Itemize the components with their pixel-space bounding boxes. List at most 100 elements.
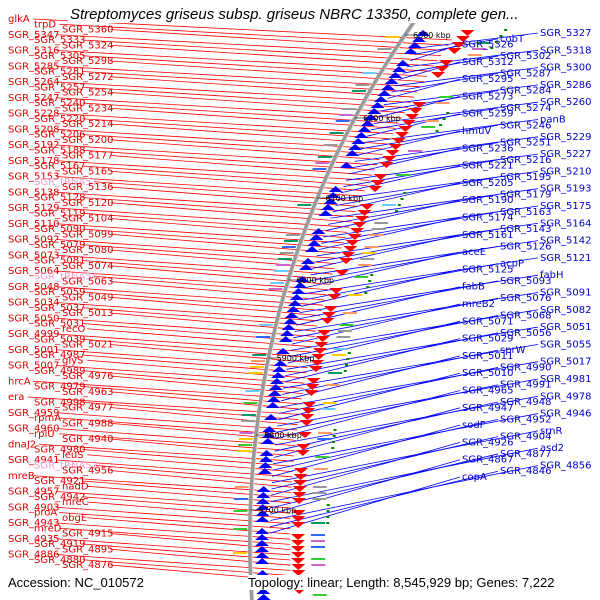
gene-label: SGR_5110 bbox=[8, 219, 60, 230]
reverse-gene-mark bbox=[388, 72, 403, 78]
leader-line bbox=[82, 323, 314, 342]
cds-band-mark bbox=[335, 120, 350, 122]
forward-gene-mark bbox=[291, 558, 306, 564]
leader-line bbox=[273, 413, 539, 465]
gene-label: SGR_5138 bbox=[8, 187, 60, 198]
forward-gene-mark bbox=[447, 48, 462, 54]
leader-line bbox=[82, 118, 391, 140]
leader-line bbox=[82, 165, 368, 186]
cds-band-mark bbox=[476, 42, 491, 44]
leader-line bbox=[87, 454, 293, 472]
leader-line bbox=[310, 240, 539, 276]
cds-band-mark bbox=[395, 174, 410, 176]
leader-line bbox=[82, 86, 408, 108]
gene-label: SGR_5056 bbox=[500, 328, 552, 339]
feature-tracks bbox=[233, 30, 491, 600]
leader-line bbox=[56, 286, 324, 306]
gene-label: SGR_5200 bbox=[62, 135, 114, 146]
cds-band-mark bbox=[312, 486, 327, 488]
cds-band-mark bbox=[268, 288, 283, 290]
forward-gene-mark bbox=[312, 348, 327, 354]
gene-label: SGR_5092 bbox=[8, 235, 60, 246]
gene-label: SGR_4915 bbox=[62, 529, 114, 540]
tick-dot bbox=[326, 516, 330, 518]
gene-label: SGR_5128 bbox=[34, 193, 86, 204]
gene-label: rpmA bbox=[34, 413, 61, 424]
cds-band-mark bbox=[249, 366, 264, 368]
gene-label: SGR_tRNA52 bbox=[34, 460, 98, 471]
tick-dot bbox=[490, 47, 494, 49]
leader-line bbox=[271, 430, 539, 484]
forward-gene-mark bbox=[382, 156, 397, 162]
scale-ticks: 6300 kbp 6200 kbp 6100 kbp 6000 kbp 5900 kbp… bbox=[250, 29, 508, 524]
gene-label: SGR_5142 bbox=[540, 236, 592, 247]
leader-line bbox=[343, 159, 499, 187]
forward-gene-mark bbox=[435, 66, 450, 72]
tick-label: 6000 kbp bbox=[296, 276, 334, 285]
gene-label: fabH bbox=[540, 270, 564, 281]
forward-gene-mark bbox=[339, 258, 354, 264]
leader-line bbox=[110, 265, 330, 285]
leader-line bbox=[82, 71, 418, 93]
reverse-gene-mark bbox=[256, 594, 271, 600]
gene-label: SGR_4876 bbox=[62, 560, 114, 571]
forward-gene-mark bbox=[292, 486, 307, 492]
leader-line bbox=[93, 464, 293, 483]
forward-gene-mark bbox=[456, 36, 471, 42]
cds-band-mark bbox=[275, 264, 290, 266]
forward-gene-mark bbox=[398, 126, 413, 132]
forward-gene-mark bbox=[294, 468, 309, 474]
gene-label: SGR_5274 bbox=[500, 103, 552, 114]
gene-label: SGR_5214 bbox=[62, 119, 114, 130]
forward-gene-mark bbox=[368, 186, 383, 192]
gene-label: SGR_5298 bbox=[62, 56, 114, 67]
cds-band-mark bbox=[317, 438, 332, 440]
gene-label: SGR_4943 bbox=[8, 518, 60, 529]
reverse-gene-mark bbox=[354, 132, 369, 138]
leader-line bbox=[360, 124, 499, 150]
forward-gene-mark bbox=[291, 540, 305, 546]
gene-label: fabB bbox=[462, 282, 485, 293]
gene-label: SGR_5013 bbox=[62, 308, 114, 319]
gene-label: SGR_5302 bbox=[500, 51, 552, 62]
tick-dot bbox=[403, 192, 407, 194]
forward-gene-mark bbox=[408, 108, 423, 114]
cds-band-mark bbox=[233, 498, 248, 500]
forward-gene-mark bbox=[460, 30, 475, 36]
reverse-gene-mark bbox=[255, 504, 270, 510]
gene-label: SGR_5208 bbox=[8, 124, 60, 135]
gene-label: SGR_5229 bbox=[540, 132, 592, 143]
leader-line bbox=[110, 375, 303, 394]
gene-label: SGR_5285 bbox=[8, 61, 60, 72]
forward-gene-mark bbox=[345, 240, 360, 246]
gene-label: SGR_tRNA54 bbox=[34, 271, 98, 282]
forward-gene-mark bbox=[322, 312, 337, 318]
gene-label: SGR_5039 bbox=[34, 334, 86, 345]
cds-band-mark bbox=[329, 132, 344, 134]
gene-label: SGR_4980 bbox=[34, 445, 86, 456]
gene-label: SGR_5163 bbox=[500, 207, 552, 218]
reverse-gene-mark bbox=[267, 390, 282, 396]
reverse-gene-mark bbox=[266, 396, 281, 402]
forward-gene-mark bbox=[314, 342, 329, 348]
tick-label: 6300 kbp bbox=[413, 31, 451, 40]
cds-band-mark bbox=[315, 162, 330, 164]
cds-band-mark bbox=[332, 354, 347, 356]
leader-line bbox=[316, 222, 539, 257]
leader-line bbox=[270, 465, 539, 521]
forward-gene-mark bbox=[291, 534, 306, 540]
cds-band-mark bbox=[339, 324, 354, 326]
gene-label: SGR_4919 bbox=[34, 539, 86, 550]
forward-gene-mark bbox=[405, 114, 420, 120]
gene-label: SGR_5205 bbox=[462, 178, 514, 189]
gene-label: SGR_5031 bbox=[34, 319, 86, 330]
leader-line bbox=[56, 81, 411, 103]
forward-gene-mark bbox=[439, 60, 454, 66]
gene-label: SGR_5179 bbox=[500, 189, 552, 200]
gene-label: acpP bbox=[500, 259, 524, 270]
gene-label: SGR_4942 bbox=[34, 492, 86, 503]
leader-line bbox=[357, 130, 461, 156]
reverse-gene-mark bbox=[261, 432, 276, 438]
accession-text: Accession: NC_010572 bbox=[8, 575, 144, 590]
reverse-gene-mark bbox=[407, 42, 422, 48]
